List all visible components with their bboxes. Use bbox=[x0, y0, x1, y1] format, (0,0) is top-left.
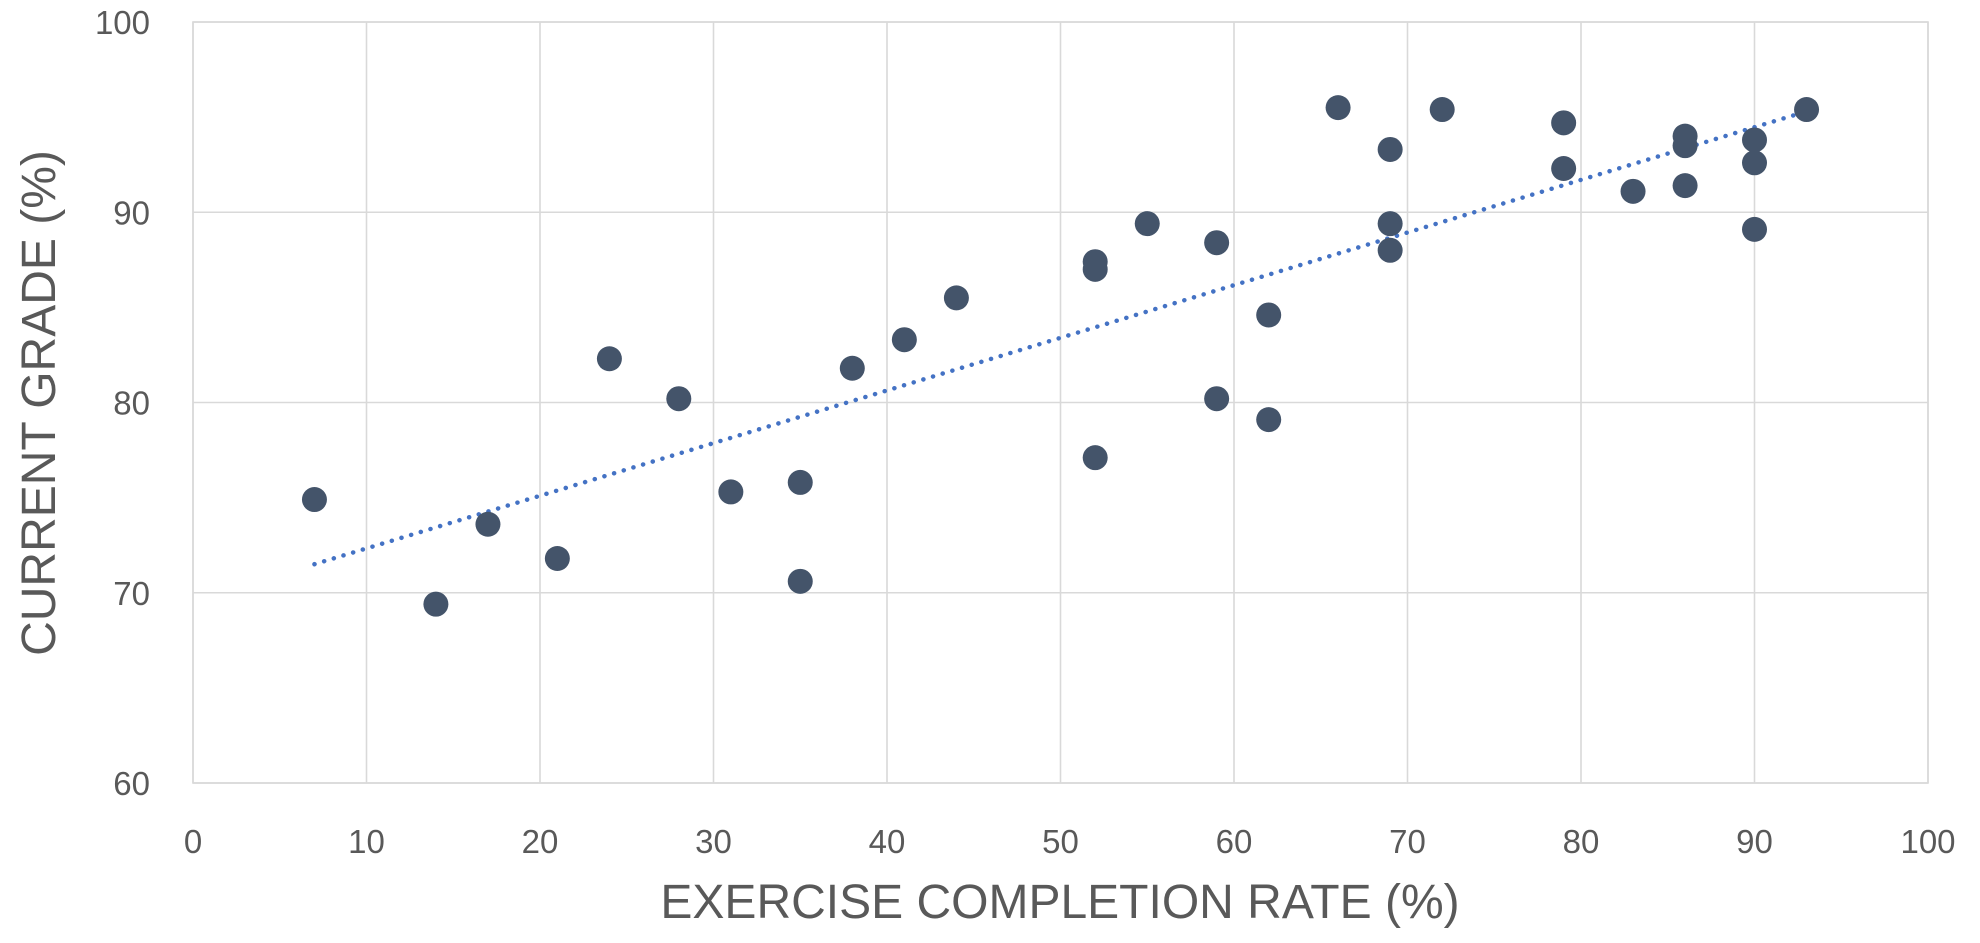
x-axis-title: EXERCISE COMPLETION RATE (%) bbox=[660, 876, 1459, 929]
x-tick-label: 50 bbox=[1042, 823, 1079, 860]
y-tick-label: 60 bbox=[113, 765, 150, 802]
data-point bbox=[1551, 110, 1577, 136]
data-point bbox=[1082, 445, 1108, 471]
data-point bbox=[1134, 211, 1160, 237]
trendline-layer bbox=[312, 109, 1809, 567]
data-point bbox=[301, 487, 327, 513]
data-point bbox=[1742, 216, 1767, 242]
data-point bbox=[1377, 237, 1403, 263]
data-point bbox=[475, 511, 501, 537]
y-axis-title: CURRENT GRADE (%) bbox=[13, 150, 66, 656]
y-tick-label: 80 bbox=[113, 385, 150, 422]
y-tick-label: 100 bbox=[95, 4, 150, 41]
x-tick-label: 90 bbox=[1736, 823, 1773, 860]
linear-trendline bbox=[312, 109, 1809, 567]
data-point bbox=[718, 479, 744, 505]
x-tick-label: 100 bbox=[1900, 823, 1955, 860]
x-tick-label: 70 bbox=[1389, 823, 1426, 860]
data-point bbox=[1204, 230, 1230, 256]
data-point bbox=[1256, 407, 1282, 433]
data-point bbox=[839, 355, 865, 381]
data-point bbox=[423, 591, 449, 617]
data-point bbox=[787, 469, 813, 495]
data-point bbox=[1082, 256, 1108, 282]
x-tick-label: 40 bbox=[869, 823, 906, 860]
data-point bbox=[1325, 95, 1351, 121]
x-tick-label: 80 bbox=[1563, 823, 1600, 860]
y-tick-label: 70 bbox=[113, 575, 150, 612]
data-point bbox=[787, 568, 813, 594]
data-point bbox=[1377, 136, 1403, 162]
x-tick-label: 10 bbox=[348, 823, 385, 860]
data-point bbox=[1429, 97, 1455, 123]
y-tick-label: 90 bbox=[113, 194, 150, 231]
data-point bbox=[1742, 150, 1767, 176]
plot-area-border bbox=[192, 21, 1929, 784]
data-point bbox=[1377, 211, 1403, 237]
data-point bbox=[1672, 173, 1698, 199]
data-point bbox=[544, 546, 570, 572]
data-point bbox=[1204, 386, 1230, 412]
x-tick-label: 0 bbox=[184, 823, 202, 860]
x-tick-label: 20 bbox=[522, 823, 559, 860]
data-point bbox=[943, 285, 969, 311]
data-point bbox=[1672, 133, 1698, 159]
data-point bbox=[1794, 97, 1820, 123]
x-axis-tick-labels: 0 10 20 30 40 50 60 70 80 90 100 bbox=[184, 823, 1956, 860]
x-tick-label: 60 bbox=[1216, 823, 1253, 860]
x-tick-label: 30 bbox=[695, 823, 732, 860]
data-point bbox=[596, 346, 622, 372]
data-points bbox=[301, 95, 1820, 617]
data-point bbox=[1551, 155, 1577, 181]
data-point bbox=[666, 386, 692, 412]
data-point bbox=[1620, 178, 1646, 204]
data-point bbox=[1742, 127, 1767, 153]
data-point bbox=[1256, 302, 1282, 328]
data-point bbox=[891, 327, 917, 353]
gridlines bbox=[192, 21, 1929, 784]
y-axis-tick-labels: 60 70 80 90 100 bbox=[95, 4, 150, 802]
